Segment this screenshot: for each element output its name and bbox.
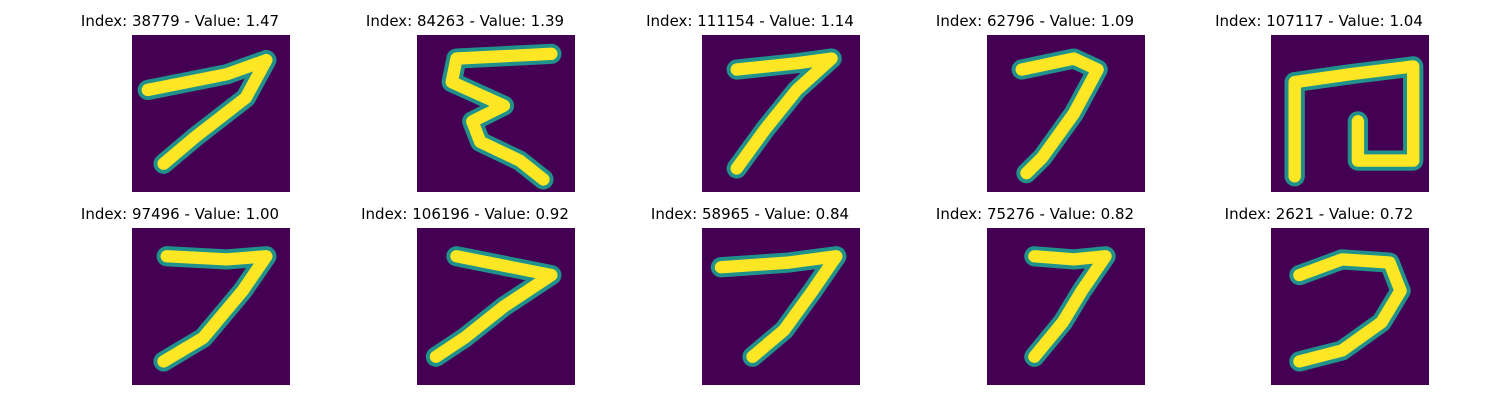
grid-cell-4: Index: 62796 - Value: 1.09: [885, 0, 1185, 192]
cell-title: Index: 111154 - Value: 1.14: [646, 12, 854, 30]
digit-stroke: [429, 250, 558, 363]
digit-stroke: [445, 47, 558, 186]
digit-image-4: [987, 35, 1145, 192]
digit-image-5: [1271, 35, 1429, 192]
digit-image-3: [702, 35, 860, 192]
digit-image-6: [132, 228, 290, 385]
grid-cell-9: Index: 75276 - Value: 0.82: [885, 193, 1185, 385]
digit-image-8: [702, 228, 860, 385]
digit-image-9: [987, 228, 1145, 385]
digit-stroke: [157, 250, 273, 368]
grid-cell-1: Index: 38779 - Value: 1.47: [30, 0, 330, 192]
cell-title: Index: 84263 - Value: 1.39: [365, 12, 565, 30]
digit-image-1: [132, 35, 290, 192]
grid-cell-3: Index: 111154 - Value: 1.14: [600, 0, 900, 192]
grid-cell-10: Index: 2621 - Value: 0.72: [1169, 193, 1469, 385]
digit-stroke: [714, 250, 843, 363]
grid-cell-2: Index: 84263 - Value: 1.39: [315, 0, 615, 192]
digit-image-7: [417, 228, 575, 385]
grid-cell-6: Index: 97496 - Value: 1.00: [30, 193, 330, 385]
digit-stroke: [1293, 253, 1407, 368]
digit-image-2: [417, 35, 575, 192]
digit-stroke: [730, 52, 838, 175]
cell-title: Index: 97496 - Value: 1.00: [80, 205, 280, 223]
cell-title: Index: 106196 - Value: 0.92: [361, 205, 569, 223]
cell-title: Index: 38779 - Value: 1.47: [80, 12, 280, 30]
digit-stroke: [1288, 60, 1420, 183]
cell-title: Index: 58965 - Value: 0.84: [650, 205, 850, 223]
grid-cell-8: Index: 58965 - Value: 0.84: [600, 193, 900, 385]
cell-title: Index: 107117 - Value: 1.04: [1215, 12, 1423, 30]
cell-title: Index: 62796 - Value: 1.09: [935, 12, 1135, 30]
grid-cell-7: Index: 106196 - Value: 0.92: [315, 193, 615, 385]
digit-stroke: [141, 53, 273, 170]
cell-title: Index: 2621 - Value: 0.72: [1224, 205, 1414, 223]
digit-stroke: [1015, 52, 1104, 180]
digit-stroke: [1028, 250, 1112, 363]
grid-cell-5: Index: 107117 - Value: 1.04: [1169, 0, 1469, 192]
digit-image-10: [1271, 228, 1429, 385]
cell-title: Index: 75276 - Value: 0.82: [935, 205, 1135, 223]
